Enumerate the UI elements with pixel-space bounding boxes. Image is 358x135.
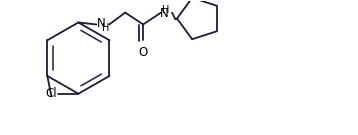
- Text: Cl: Cl: [46, 87, 58, 100]
- Text: H: H: [162, 5, 169, 15]
- Text: H: H: [102, 23, 110, 33]
- Text: O: O: [139, 46, 148, 59]
- Text: N: N: [160, 7, 169, 20]
- Text: N: N: [97, 17, 106, 30]
